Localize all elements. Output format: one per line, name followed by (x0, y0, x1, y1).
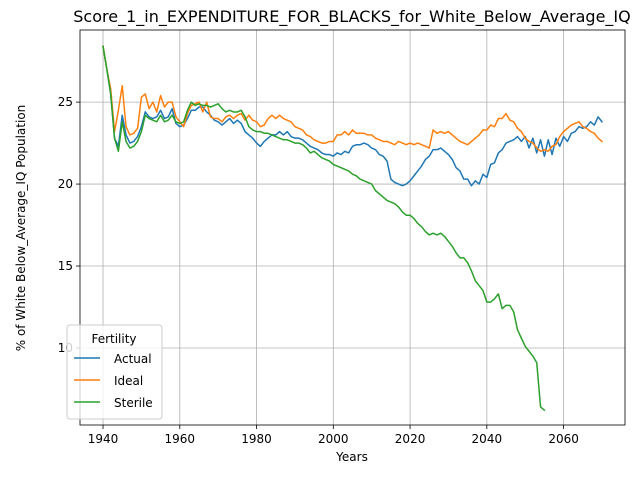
series-line-actual (102, 45, 604, 187)
series-layer (102, 45, 604, 412)
x-tick-label: 2040 (472, 432, 503, 446)
series-line-sterile (102, 45, 546, 412)
x-tick-label: 2000 (318, 432, 349, 446)
y-axis-label: % of White Below_Average_IQ Population (14, 105, 28, 352)
x-tick-label: 2020 (395, 432, 426, 446)
plot-frame (79, 29, 626, 426)
legend-label-actual: Actual (114, 352, 152, 366)
x-tick-label: 2060 (548, 432, 579, 446)
chart-title: Score_1_in_EXPENDITURE_FOR_BLACKS_for_Wh… (73, 7, 630, 27)
grid (80, 30, 625, 425)
legend-label-sterile: Sterile (114, 396, 153, 410)
x-axis: 1940 1960 1980 2000 2020 2040 2060 (88, 425, 579, 446)
series-line-ideal (102, 45, 604, 153)
y-tick-label: 20 (58, 177, 73, 191)
legend: Fertility Actual Ideal Sterile (66, 324, 163, 420)
y-tick-label: 15 (58, 259, 73, 273)
legend-box (66, 324, 163, 420)
legend-label-ideal: Ideal (114, 374, 143, 388)
x-tick-label: 1940 (88, 432, 119, 446)
x-tick-label: 1980 (241, 432, 272, 446)
y-tick-label: 25 (58, 95, 73, 109)
x-tick-label: 1960 (165, 432, 196, 446)
legend-title: Fertility (91, 332, 136, 346)
x-axis-label: Years (335, 450, 368, 464)
